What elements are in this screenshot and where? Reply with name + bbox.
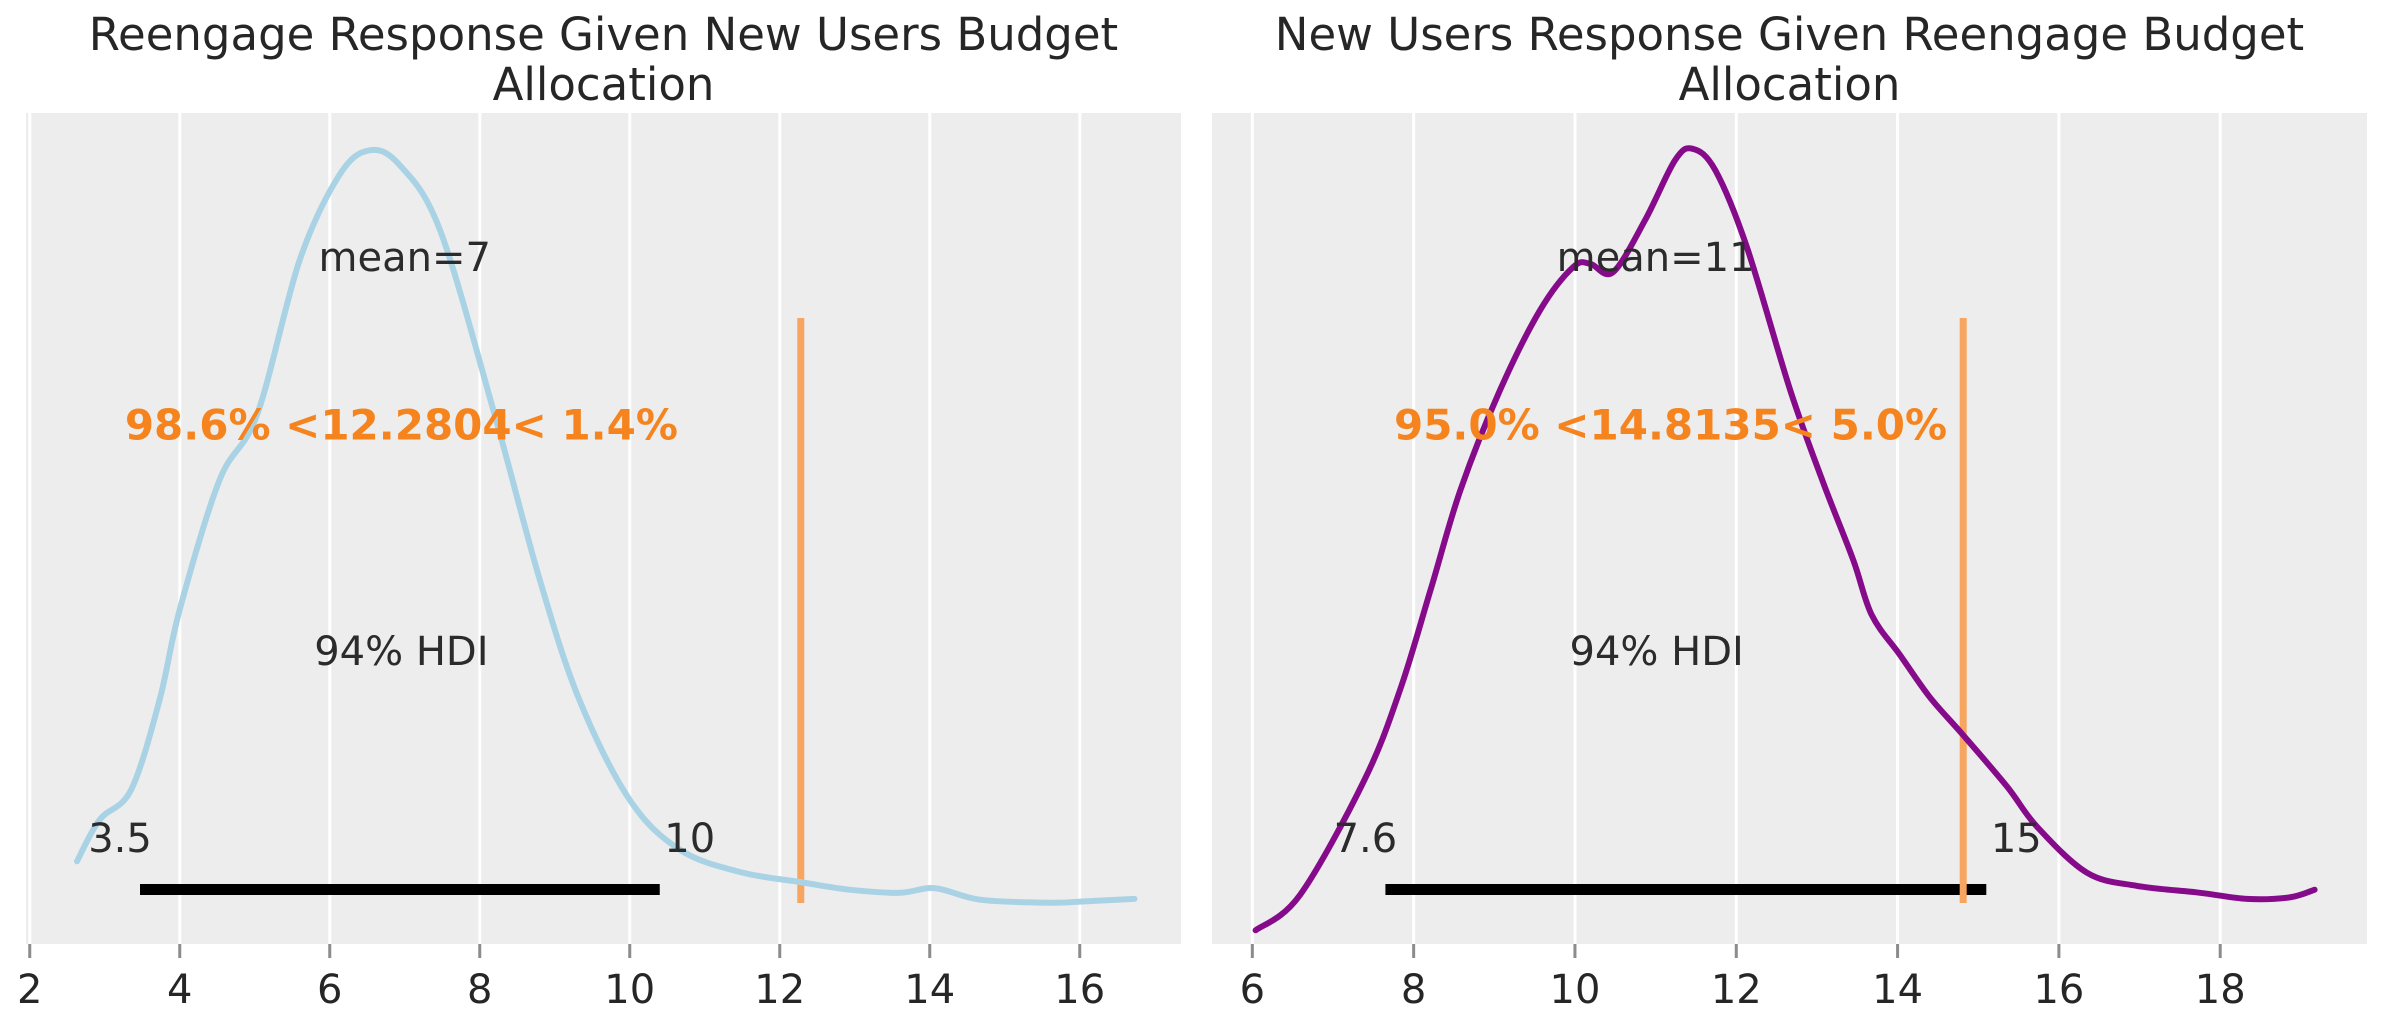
x-tick-mark — [28, 944, 32, 958]
gridline — [778, 113, 782, 944]
x-tick-label: 6 — [1239, 967, 1266, 1013]
x-tick-label: 6 — [317, 967, 343, 1013]
x-tick-mark — [178, 944, 182, 958]
x-tick-label: 18 — [2194, 967, 2246, 1013]
plot-background — [1212, 113, 2367, 944]
gridline — [328, 113, 332, 944]
x-tick-mark — [928, 944, 932, 958]
x-tick-mark — [328, 944, 332, 958]
plot-title: Reengage Response Given New Users Budget… — [88, 8, 1119, 111]
hdi-label: 94% HDI — [314, 629, 489, 675]
kde-curve — [1252, 145, 2318, 934]
x-tick-label: 16 — [1054, 967, 1106, 1013]
gridline — [1078, 113, 1082, 944]
x-tick-mark — [1412, 944, 1416, 958]
x-tick-label: 10 — [604, 967, 656, 1013]
x-tick-label: 2 — [17, 967, 43, 1013]
x-tick-label: 16 — [2033, 967, 2085, 1013]
gridline — [1734, 113, 1738, 944]
mean-label: mean=7 — [318, 235, 491, 281]
gridline — [2057, 113, 2061, 944]
gridline — [1250, 113, 1254, 944]
x-tick-label: 14 — [904, 967, 956, 1013]
x-tick-label: 8 — [467, 967, 493, 1013]
hdi-bar — [140, 884, 660, 895]
hdi-lower-label: 7.6 — [1333, 816, 1398, 862]
x-tick-mark — [1734, 944, 1738, 958]
x-tick-mark — [2218, 944, 2222, 958]
gridline — [628, 113, 632, 944]
x-tick-mark — [1078, 944, 1082, 958]
gridline — [478, 113, 482, 944]
x-tick-label: 14 — [1872, 967, 1924, 1013]
gridline — [1412, 113, 1416, 944]
x-tick-mark — [628, 944, 632, 958]
x-tick-mark — [778, 944, 782, 958]
kde-plot-svg — [1212, 113, 2367, 958]
x-tick-label: 8 — [1400, 967, 1427, 1013]
kde-curve — [74, 146, 1138, 906]
gridline — [178, 113, 182, 944]
x-tick-mark — [1573, 944, 1577, 958]
x-tick-mark — [2057, 944, 2061, 958]
x-tick-label: 12 — [1710, 967, 1762, 1013]
x-tick-mark — [1896, 944, 1900, 958]
x-tick-mark — [1250, 944, 1254, 958]
hdi-upper-label: 10 — [664, 816, 716, 862]
plot-title: New Users Response Given Reengage Budget… — [1274, 8, 2305, 111]
hdi-lower-label: 3.5 — [88, 816, 152, 862]
ref-value-label: 98.6% <12.2804< 1.4% — [124, 400, 678, 450]
x-tick-label: 12 — [754, 967, 806, 1013]
gridline — [1573, 113, 1577, 944]
gridline — [28, 113, 32, 944]
hdi-bar — [1385, 884, 1987, 895]
plot-background — [26, 113, 1181, 944]
hdi-upper-label: 15 — [1990, 816, 2042, 862]
mean-label: mean=11 — [1556, 235, 1755, 281]
gridline — [2218, 113, 2222, 944]
gridline — [1896, 113, 1900, 944]
x-tick-mark — [478, 944, 482, 958]
kde-plot-svg — [26, 113, 1181, 958]
ref-value-label: 95.0% <14.8135< 5.0% — [1393, 400, 1948, 450]
x-tick-label: 10 — [1549, 967, 1601, 1013]
hdi-label: 94% HDI — [1569, 629, 1744, 675]
x-tick-label: 4 — [167, 967, 193, 1013]
gridline — [928, 113, 932, 944]
